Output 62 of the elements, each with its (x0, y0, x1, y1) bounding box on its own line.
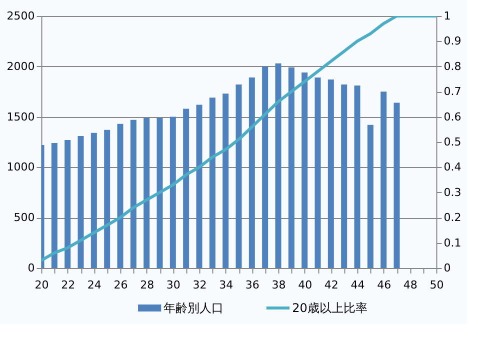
x-tick-label: 42 (324, 278, 338, 292)
y2-tick-label: 0.1 (444, 236, 462, 250)
bar (262, 66, 268, 268)
bar (144, 118, 150, 268)
x-tick-label: 30 (166, 278, 180, 292)
y2-tick-label: 0.8 (444, 60, 462, 73)
y2-tick-label: 0.4 (444, 160, 462, 174)
y-tick-label: 1500 (6, 110, 35, 124)
bar (78, 136, 84, 268)
y2-tick-label: 0.7 (444, 85, 462, 98)
x-tick-label: 34 (219, 278, 234, 292)
y-tick-label: 2500 (6, 10, 35, 22)
bar (117, 124, 124, 268)
x-tick-label: 26 (114, 278, 128, 292)
bar (380, 92, 387, 268)
y2-tick-label: 0.5 (444, 136, 462, 148)
bar (248, 77, 255, 268)
bar (90, 132, 97, 268)
y2-tick-label: 0.9 (444, 34, 462, 48)
x-tick-label: 44 (350, 278, 365, 292)
x-tick-label: 50 (430, 278, 444, 292)
bar (288, 67, 294, 268)
x-tick-label: 38 (272, 278, 286, 292)
bar (328, 80, 334, 268)
bar (104, 130, 110, 268)
bar (196, 104, 202, 268)
bar (275, 63, 282, 268)
bar (130, 120, 136, 268)
bar (64, 140, 71, 268)
y2-tick-label: 0.3 (444, 186, 462, 199)
bar (394, 102, 400, 268)
x-tick-label: 36 (245, 278, 260, 292)
bar (314, 77, 321, 268)
x-tick-label: 40 (298, 278, 312, 292)
x-tick-label: 48 (403, 278, 418, 292)
x-tick-label: 28 (140, 278, 154, 292)
y-tick-label: 0 (28, 262, 35, 274)
bar (156, 118, 163, 268)
y2-tick-label: 0 (444, 262, 451, 274)
y2-tick-label: 0.2 (444, 211, 462, 224)
x-tick-label: 20 (34, 278, 49, 292)
x-tick-label: 22 (61, 278, 76, 292)
bar (51, 143, 58, 268)
bar (354, 86, 360, 268)
y2-tick-label: 1 (444, 10, 451, 22)
bar (222, 94, 229, 268)
x-tick-label: 24 (87, 278, 102, 292)
bar (302, 72, 308, 268)
x-tick-label: 46 (377, 278, 392, 292)
bar (236, 84, 242, 268)
legend-label: 年齢別人口 (164, 301, 224, 315)
y-tick-label: 2000 (6, 60, 35, 73)
y2-tick-label: 0.6 (444, 110, 462, 124)
bar (209, 98, 216, 268)
legend-label: 20歳以上比率 (292, 301, 368, 315)
y-tick-label: 500 (14, 211, 35, 224)
bar (183, 108, 190, 268)
y-tick-label: 1000 (6, 160, 35, 174)
bar (341, 84, 348, 268)
bar (367, 124, 374, 268)
bar (170, 116, 176, 268)
x-tick-label: 32 (192, 278, 207, 292)
